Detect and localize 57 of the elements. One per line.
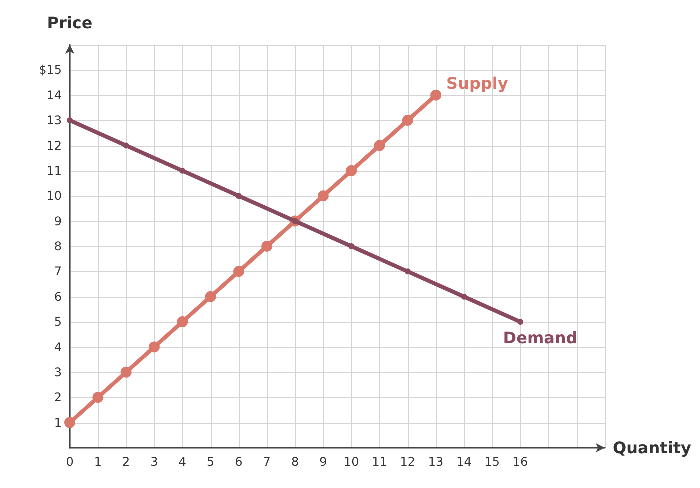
x-tick-label: 13 — [428, 455, 444, 469]
y-axis-title: Price — [47, 14, 93, 32]
point — [205, 291, 216, 302]
y-tick-label: 2 — [54, 390, 62, 405]
y-tick-label: 10 — [46, 189, 62, 204]
x-tick-label: 3 — [150, 455, 158, 469]
point — [518, 319, 524, 326]
point — [461, 294, 468, 300]
y-tick-label: 9 — [54, 214, 62, 228]
x-tick-label: 15 — [484, 455, 500, 469]
point — [404, 268, 411, 275]
x-tick-label: 1 — [94, 455, 102, 469]
point — [148, 342, 160, 353]
point — [374, 140, 386, 152]
point — [92, 392, 104, 404]
point — [233, 266, 244, 278]
point — [236, 193, 242, 200]
x-tick-label: 6 — [235, 455, 243, 469]
x-tick-label: 10 — [344, 455, 360, 469]
series-label: Supply — [446, 74, 509, 93]
point — [430, 90, 442, 101]
point — [64, 417, 76, 428]
point — [120, 366, 132, 378]
point — [346, 165, 358, 176]
point — [402, 115, 414, 126]
y-tick-label: 13 — [46, 114, 62, 128]
y-tick-label: 5 — [54, 315, 62, 330]
y-tick-label: $15 — [39, 63, 62, 78]
y-tick-label: 3 — [54, 365, 62, 380]
point — [262, 241, 273, 252]
y-tick-label: 7 — [54, 264, 62, 279]
y-tick-label: 8 — [54, 240, 62, 254]
y-tick-label: 14 — [46, 88, 62, 102]
x-axis-title: Quantity — [613, 438, 692, 458]
series-label: Demand — [503, 328, 578, 348]
point — [318, 190, 329, 202]
y-tick-label: 6 — [54, 290, 62, 304]
x-tick-label: 8 — [291, 455, 300, 469]
x-tick-label: 14 — [456, 455, 472, 469]
point — [67, 118, 73, 124]
x-tick-label: 11 — [372, 455, 388, 469]
x-tick-label: 12 — [400, 455, 416, 469]
y-tick-label: 4 — [54, 340, 62, 354]
x-tick-label: 2 — [122, 455, 130, 469]
point — [348, 244, 355, 250]
x-tick-label: 4 — [178, 455, 186, 469]
y-tick-label: 12 — [46, 138, 62, 153]
y-tick-label: 1 — [54, 416, 62, 430]
x-tick-label: 16 — [512, 455, 528, 469]
y-tick-label: 11 — [46, 164, 62, 178]
point — [177, 316, 188, 328]
x-tick-label: 9 — [320, 455, 328, 469]
point — [123, 142, 130, 149]
x-tick-label: 5 — [206, 455, 215, 469]
x-tick-label: 7 — [263, 455, 271, 469]
x-tick-label: 0 — [66, 455, 74, 469]
point — [180, 168, 186, 174]
